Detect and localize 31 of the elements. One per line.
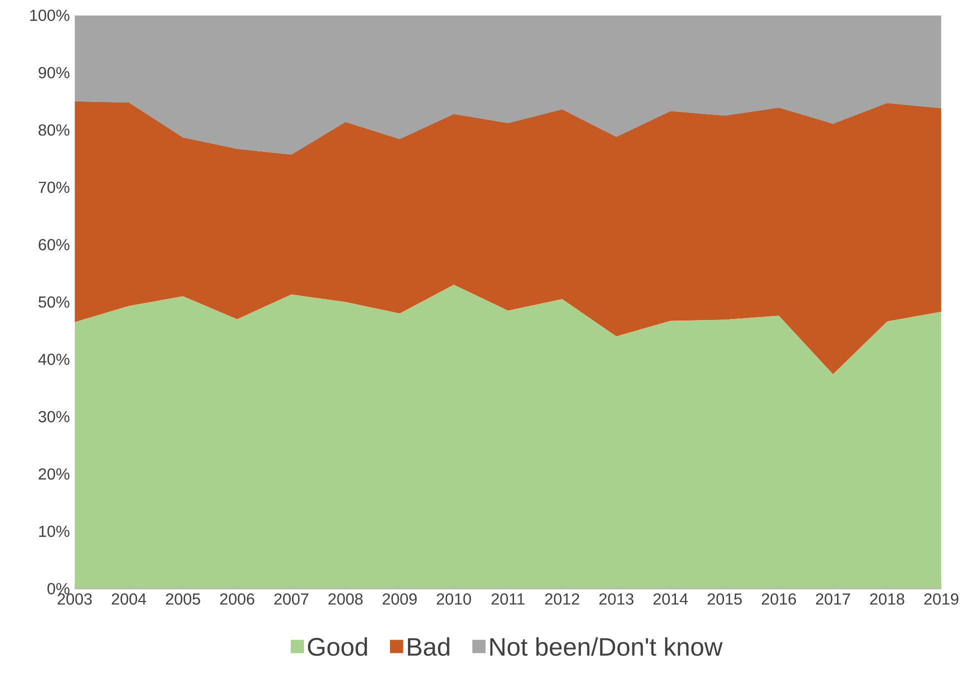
legend-label: Good: [308, 637, 367, 656]
y-tick-label: 0%: [47, 583, 70, 594]
x-tick-label: 2011: [492, 594, 524, 605]
x-tick-label: 2016: [762, 594, 796, 605]
y-tick-label: 100%: [30, 10, 70, 22]
y-tick-label: 20%: [38, 468, 70, 480]
x-tick-label: 2019: [924, 594, 958, 605]
x-tick-label: 2009: [382, 594, 417, 605]
y-tick-label: 50%: [38, 296, 70, 308]
y-tick-label: 30%: [38, 411, 70, 422]
x-tick-label: 2010: [436, 594, 472, 605]
x-tick-label: 2006: [220, 594, 254, 605]
x-tick-label: 2007: [274, 594, 308, 605]
x-tick-label: 2003: [58, 594, 92, 605]
x-tick-label: 2018: [870, 594, 904, 605]
legend-label: Not been/Don't know: [490, 637, 723, 656]
x-tick-label: 2012: [545, 594, 580, 605]
x-tick-label: 2008: [328, 594, 363, 605]
x-tick-label: 2004: [112, 594, 146, 605]
y-tick-label: 10%: [39, 526, 70, 538]
y-tick-label: 80%: [38, 124, 70, 136]
x-tick-label: 2005: [166, 594, 200, 605]
x-tick-label: 2015: [708, 594, 742, 605]
y-tick-label: 60%: [38, 239, 70, 250]
legend-label: Bad: [408, 637, 450, 656]
y-tick-label: 70%: [38, 182, 70, 194]
x-tick-label: 2013: [599, 594, 634, 605]
y-tick-label: 90%: [38, 67, 70, 78]
x-tick-label: 2014: [654, 594, 688, 605]
x-tick-label: 2017: [816, 594, 850, 605]
y-tick-label: 40%: [38, 354, 70, 366]
